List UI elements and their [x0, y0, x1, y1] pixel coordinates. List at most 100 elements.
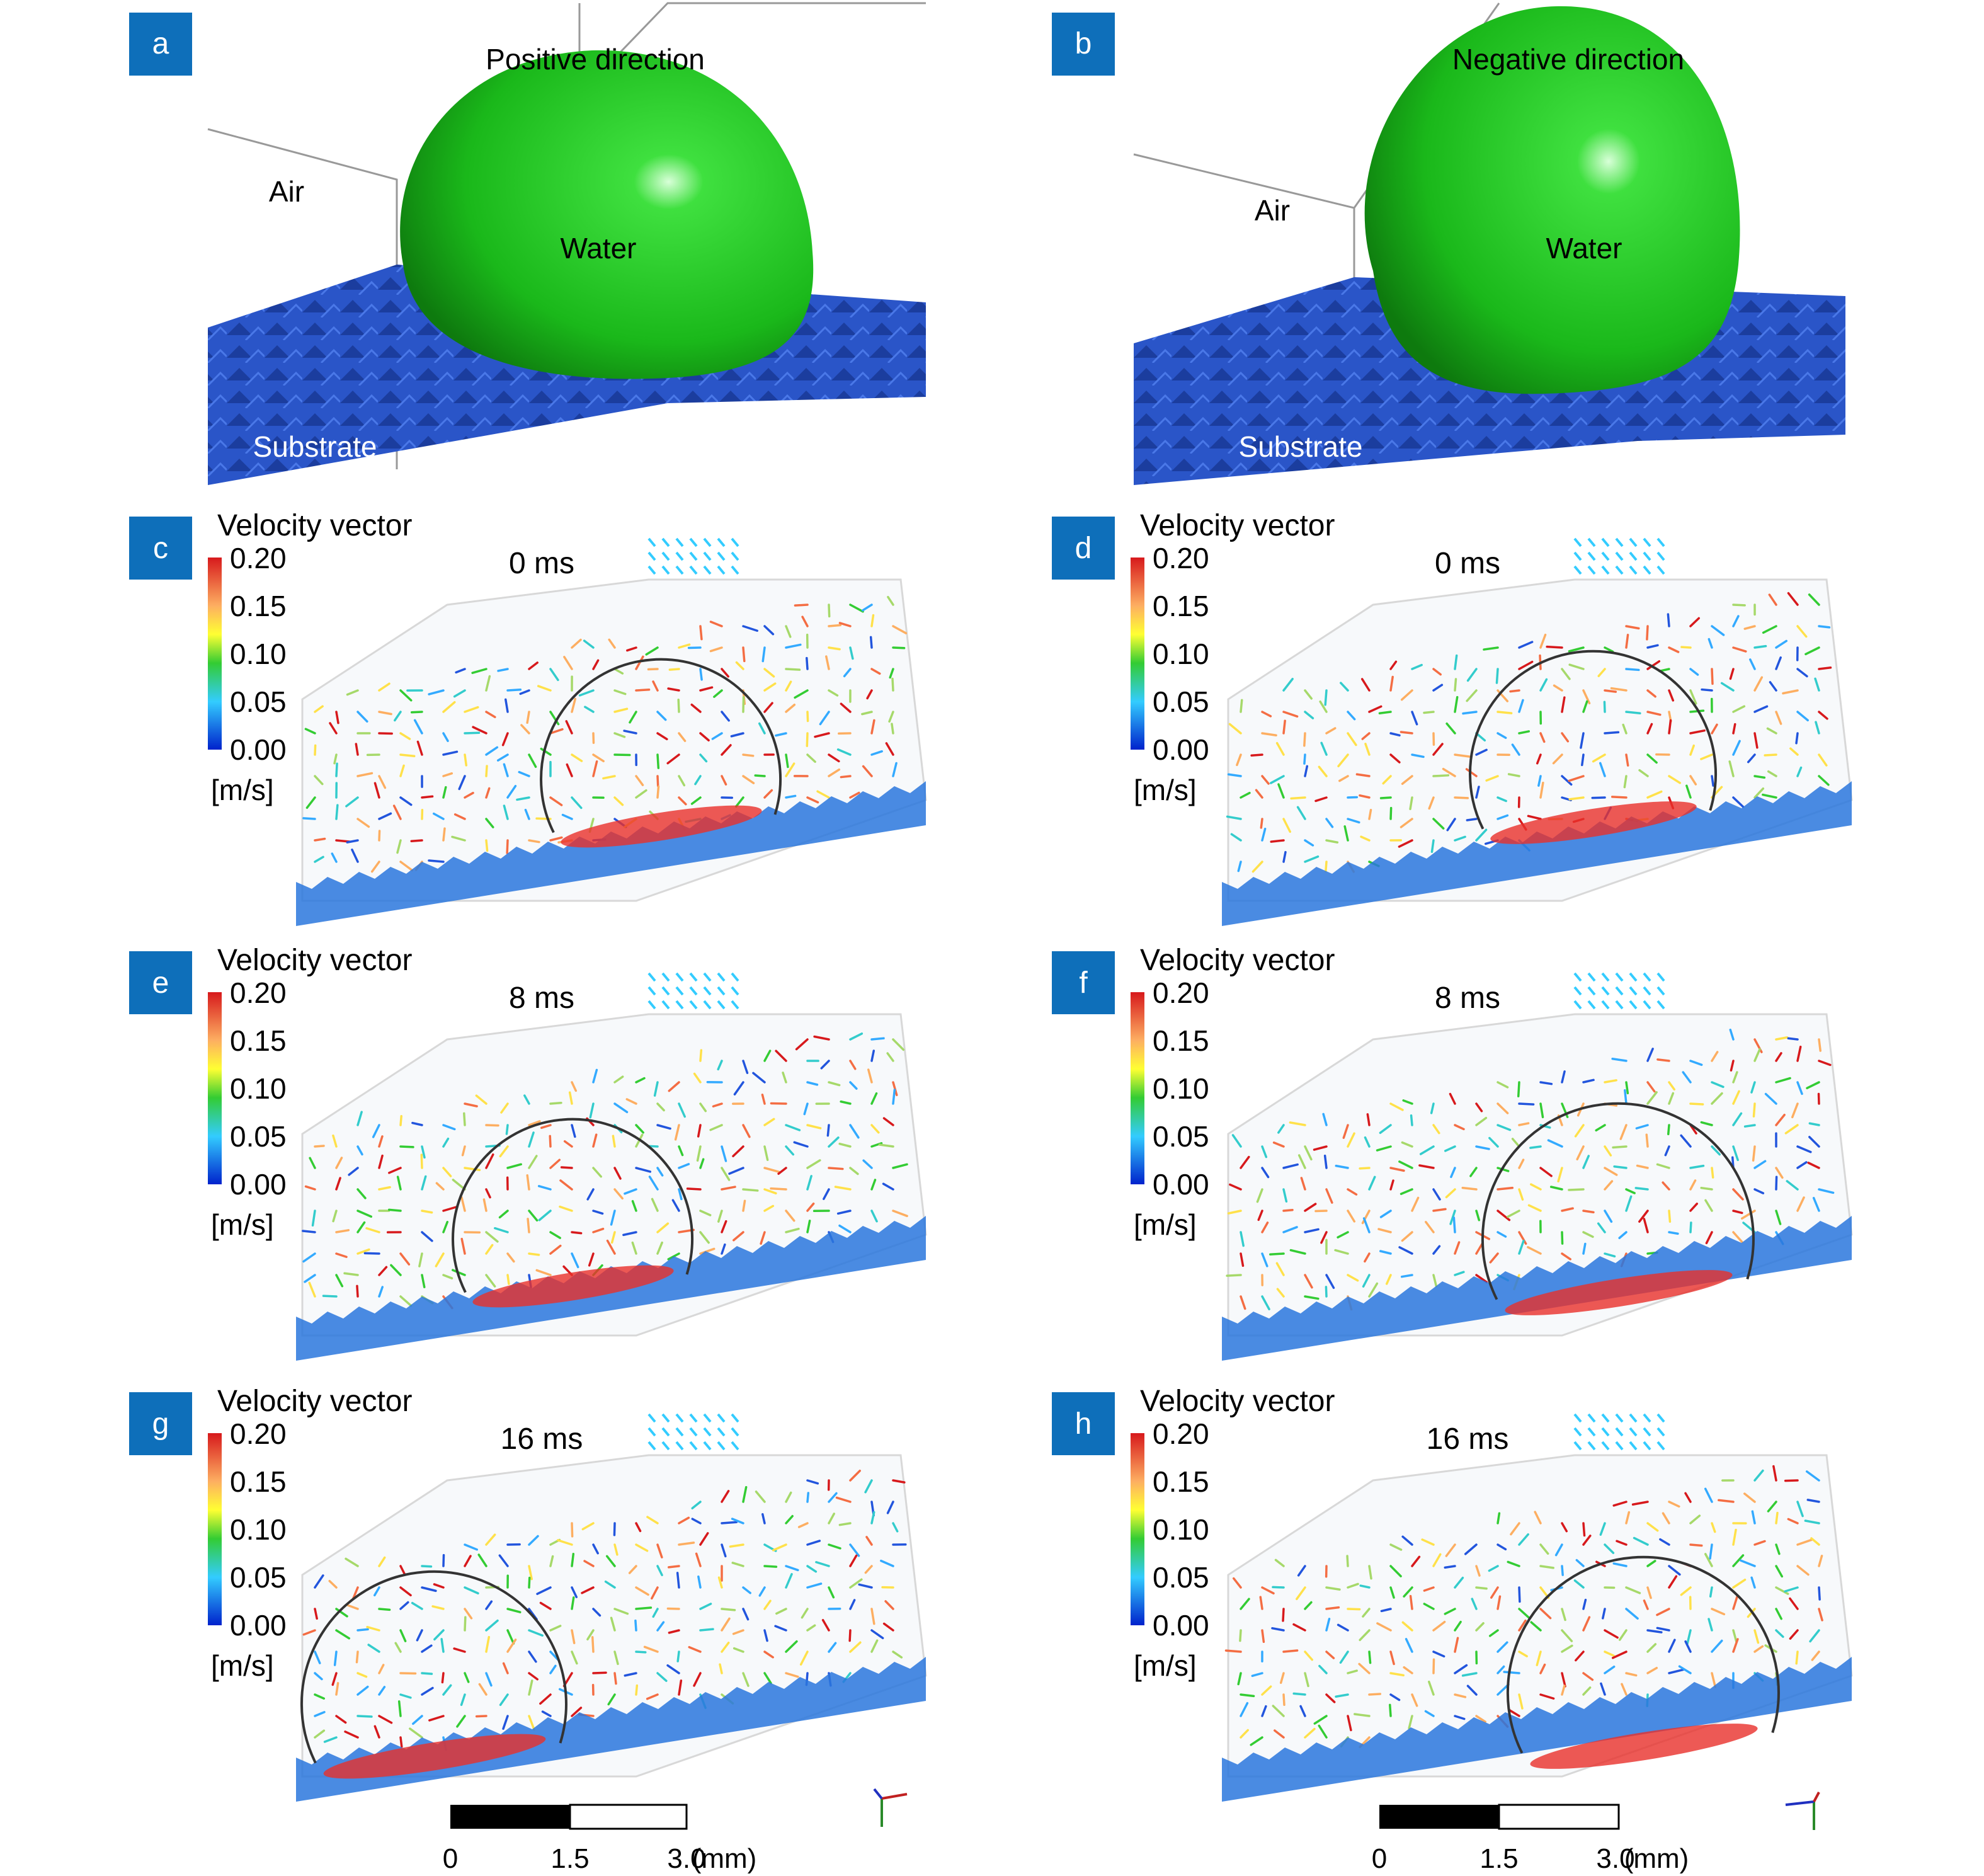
velocity-arrow	[1646, 1048, 1654, 1062]
velocity-arrow	[586, 1188, 595, 1201]
velocity-arrow	[1325, 1188, 1333, 1204]
velocity-arrow	[1257, 1210, 1263, 1221]
velocity-arrow	[891, 723, 894, 735]
colorbar-title-h: Velocity vector	[1140, 1385, 1335, 1418]
velocity-arrow	[1633, 1536, 1649, 1546]
velocity-arrow	[1379, 1124, 1392, 1135]
velocity-arrow	[1709, 1586, 1713, 1598]
velocity-arrow	[1646, 753, 1658, 764]
velocity-arrow	[1646, 625, 1649, 641]
velocity-arrow	[1261, 1221, 1269, 1233]
substrate-band-h	[1222, 1657, 1852, 1802]
velocity-arrow	[1226, 815, 1242, 820]
velocity-arrow	[1337, 753, 1349, 767]
velocity-arrow	[635, 655, 644, 670]
velocity-arrow	[308, 1281, 316, 1298]
velocity-arrow	[356, 1221, 366, 1233]
velocity-arrow	[838, 622, 852, 627]
velocity-arrow	[1405, 1638, 1413, 1653]
velocity-arrow	[892, 1650, 903, 1659]
velocity-arrow	[394, 1642, 402, 1653]
velocity-arrow	[1753, 1645, 1764, 1653]
velocity-arrow	[1362, 1217, 1371, 1233]
velocity-arrow	[528, 1210, 539, 1222]
velocity-arrow	[1552, 753, 1563, 765]
velocity-arrow	[613, 1167, 622, 1180]
velocity-arrow	[1380, 1608, 1392, 1613]
velocity-arrow	[1282, 1226, 1298, 1233]
velocity-arrow	[1471, 1598, 1478, 1610]
velocity-arrow	[699, 1231, 710, 1244]
velocity-arrow	[1711, 1167, 1714, 1179]
velocity-arrow	[1775, 1113, 1786, 1126]
inlet-arrow	[1656, 537, 1665, 547]
velocity-arrow	[1612, 1562, 1628, 1567]
velocity-arrow	[1347, 711, 1356, 721]
velocity-arrow	[1423, 1603, 1435, 1610]
velocity-arrow	[458, 775, 466, 791]
velocity-arrow	[1656, 1058, 1670, 1062]
velocity-arrow	[721, 1220, 727, 1233]
velocity-arrow	[1240, 1702, 1249, 1717]
velocity-arrow	[763, 1167, 780, 1173]
velocity-arrow	[433, 1583, 445, 1589]
velocity-arrow	[1625, 1081, 1629, 1095]
velocity-arrow	[1791, 1102, 1799, 1119]
velocity-arrow	[1303, 732, 1306, 747]
velocity-arrow	[1410, 1114, 1413, 1126]
inlet-arrow	[1601, 537, 1610, 547]
velocity-arrow	[1782, 689, 1799, 695]
velocity-arrow	[314, 775, 324, 786]
velocity-arrow	[785, 1640, 798, 1653]
velocity-arrow	[849, 603, 864, 613]
velocity-arrow	[1604, 1629, 1619, 1639]
inlet-arrow	[703, 972, 712, 982]
velocity-arrow	[1711, 1522, 1716, 1533]
velocity-arrow	[828, 1543, 841, 1550]
velocity-arrow	[656, 1167, 664, 1177]
velocity-arrow	[1753, 705, 1769, 713]
velocity-arrow	[549, 668, 559, 682]
velocity-arrow	[571, 1522, 574, 1538]
colorbar-tick-h-4: 0.00	[1153, 1609, 1209, 1642]
velocity-arrow	[485, 765, 488, 777]
velocity-arrow	[442, 1205, 459, 1212]
velocity-arrow	[1444, 1145, 1456, 1152]
colorbar-tick-g-1: 0.15	[230, 1465, 287, 1498]
velocity-arrow	[397, 1700, 402, 1717]
velocity-arrow	[592, 753, 605, 763]
velocity-arrow	[785, 1145, 795, 1156]
velocity-arrow	[351, 849, 359, 863]
velocity-arrow	[1668, 1575, 1678, 1589]
colorbar-unit-f: [m/s]	[1134, 1208, 1197, 1241]
time-label-g: 16 ms	[501, 1422, 583, 1456]
velocity-arrow	[442, 1167, 452, 1177]
velocity-arrow	[1497, 1512, 1501, 1524]
velocity-arrow	[464, 1543, 478, 1551]
velocity-arrow	[442, 827, 446, 842]
velocity-arrow	[1732, 1210, 1743, 1215]
velocity-arrow	[1368, 1175, 1376, 1191]
velocity-arrow	[761, 1513, 766, 1524]
velocity-arrow	[1635, 1124, 1649, 1130]
velocity-arrow	[500, 1102, 509, 1114]
velocity-arrow	[647, 668, 659, 671]
velocity-arrow	[518, 770, 530, 777]
velocity-arrow	[363, 1252, 380, 1255]
velocity-arrow	[1561, 1684, 1566, 1696]
inlet-arrow	[703, 565, 712, 575]
colorbar-tick-g-0: 0.20	[230, 1417, 287, 1450]
velocity-arrow	[1711, 1608, 1726, 1616]
velocity-arrow	[1749, 658, 1756, 670]
axis-triad-left-icon	[873, 1788, 908, 1827]
inlet-arrow	[675, 972, 684, 982]
velocity-arrow	[1582, 1616, 1591, 1632]
velocity-arrow	[528, 1252, 540, 1256]
velocity-arrow	[1582, 1672, 1594, 1681]
velocity-arrow	[1358, 1662, 1371, 1674]
velocity-arrow	[891, 677, 894, 692]
colorbar-title-g: Velocity vector	[217, 1385, 412, 1418]
velocity-arrow	[1432, 1124, 1440, 1135]
velocity-arrow	[378, 1608, 391, 1611]
velocity-arrow	[1711, 668, 1714, 685]
